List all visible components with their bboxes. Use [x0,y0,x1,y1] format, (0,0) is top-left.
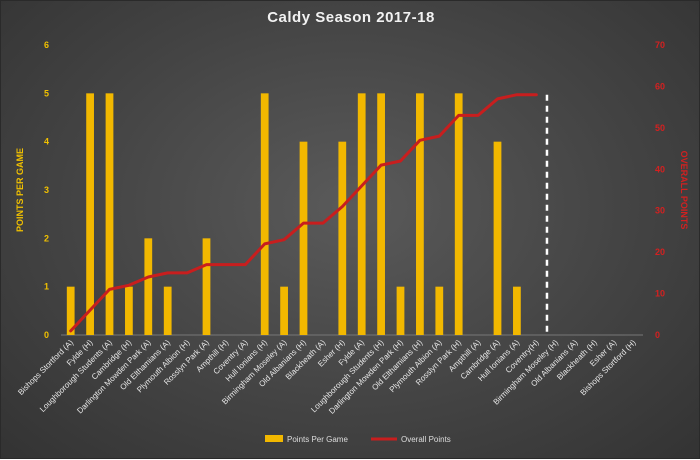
y-left-tick-label: 5 [44,88,49,98]
bar-points-per-game [260,93,269,335]
bar-points-per-game [435,286,444,335]
y-right-tick-label: 70 [655,40,665,50]
bar-points-per-game [163,286,172,335]
y-right-tick-label: 50 [655,123,665,133]
bar-points-per-game [144,238,153,335]
bar-points-per-game [357,93,366,335]
bar-points-per-game [86,93,94,335]
bar-points-per-game [416,93,424,335]
legend-label-line: Overall Points [401,435,451,444]
y-axis-title: POINTS PER GAME [15,148,25,232]
y-right-tick-label: 10 [655,289,665,299]
legend-swatch-bar [265,435,283,442]
y-right-tick-label: 30 [655,206,665,216]
bar-points-per-game [454,93,463,335]
y-left-tick-label: 3 [44,185,49,195]
y-right-tick-label: 0 [655,330,660,340]
bar-points-per-game [513,286,521,335]
y-left-tick-label: 6 [44,40,49,50]
bar-points-per-game [377,93,385,335]
bar-points-per-game [280,286,288,335]
y-left-tick-label: 0 [44,330,49,340]
y-right-tick-label: 40 [655,164,665,174]
bar-points-per-game [493,141,502,335]
y-left-tick-label: 4 [44,137,49,147]
y-right-tick-label: 20 [655,247,665,257]
bar-points-per-game [299,141,308,335]
y2-axis-title: OVERALL POINTS [679,151,689,230]
y-left-tick-label: 1 [44,282,49,292]
line-overall-points [69,93,538,333]
bar-points-per-game [202,238,211,335]
bar-points-per-game [338,141,347,335]
chart-title: Caldy Season 2017-18 [267,9,435,26]
y-left-tick-label: 2 [44,233,49,243]
bar-points-per-game [396,286,405,335]
bar-points-per-game [66,286,75,335]
bar-points-per-game [125,286,133,335]
y-right-tick-label: 60 [655,81,665,91]
bar-points-per-game [105,93,114,335]
legend-label-bar: Points Per Game [287,435,348,444]
